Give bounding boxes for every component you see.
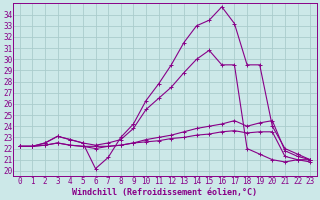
X-axis label: Windchill (Refroidissement éolien,°C): Windchill (Refroidissement éolien,°C) (72, 188, 258, 197)
